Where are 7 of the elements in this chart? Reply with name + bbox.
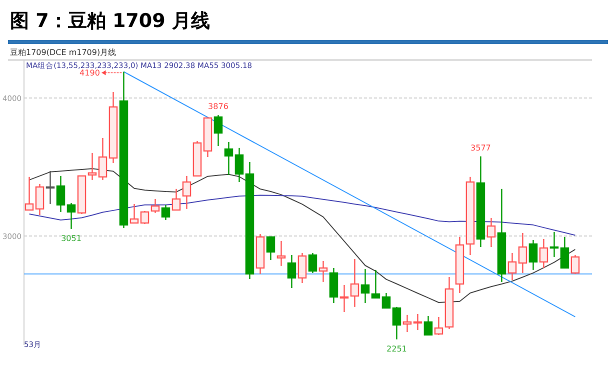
annotation: 3577 — [470, 143, 491, 152]
annotation: 4190 — [80, 68, 100, 78]
annotation: 3051 — [61, 234, 82, 243]
annotation: 2251 — [386, 344, 407, 354]
chart-title: 图 7：豆粕 1709 月线 — [10, 10, 210, 32]
text: 豆粕1709(DCE m1709)月线 — [10, 48, 116, 57]
annotation: 3876 — [208, 102, 228, 112]
